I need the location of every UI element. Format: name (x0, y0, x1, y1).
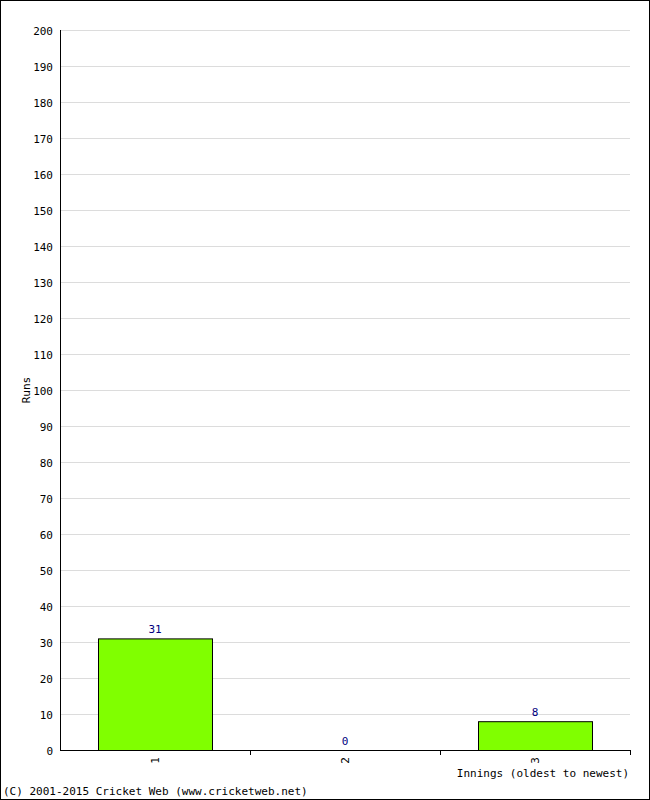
y-tick-label: 90 (40, 421, 53, 434)
frame (1, 1, 650, 800)
y-tick-label: 160 (33, 169, 53, 182)
grid-line (60, 606, 630, 607)
chart: 0102030405060708090100110120130140150160… (0, 0, 650, 800)
grid-line (60, 138, 630, 139)
y-tick-label: 0 (46, 745, 53, 758)
data-label: 31 (148, 623, 161, 636)
grid-line (60, 462, 630, 463)
y-tick-label: 180 (33, 97, 53, 110)
data-label: 8 (532, 706, 539, 719)
y-axis (60, 30, 61, 750)
y-tick-label: 170 (33, 133, 53, 146)
y-tick-label: 20 (40, 673, 53, 686)
y-tick-label: 10 (40, 709, 53, 722)
grid-line (60, 570, 630, 571)
grid-line (60, 390, 630, 391)
y-tick-label: 70 (40, 493, 53, 506)
y-tick-label: 110 (33, 349, 53, 362)
grid-line (60, 426, 630, 427)
grid-line (60, 354, 630, 355)
x-tick-label: 1 (149, 757, 162, 764)
grid-line (60, 750, 630, 751)
y-tick-label: 60 (40, 529, 53, 542)
data-label: 0 (342, 735, 349, 748)
grid-line (60, 210, 630, 211)
grid-line (60, 246, 630, 247)
category-separator (250, 750, 251, 755)
grid-line (60, 282, 630, 283)
grid-line (60, 534, 630, 535)
bar (479, 722, 593, 750)
grid-line (60, 102, 630, 103)
grid-line (60, 66, 630, 67)
category-separator (630, 750, 631, 755)
y-tick-label: 30 (40, 637, 53, 650)
x-axis-label: Innings (oldest to newest) (457, 767, 629, 780)
grid-line (60, 174, 630, 175)
grid-line (60, 498, 630, 499)
y-tick-label: 140 (33, 241, 53, 254)
y-tick-label: 200 (33, 25, 53, 38)
y-tick-label: 50 (40, 565, 53, 578)
y-tick-label: 80 (40, 457, 53, 470)
bar (99, 639, 213, 750)
annotation: (C) 2001-2015 Cricket Web (www.cricketwe… (3, 785, 308, 798)
y-tick-label: 130 (33, 277, 53, 290)
y-tick-label: 190 (33, 61, 53, 74)
y-tick-label: 120 (33, 313, 53, 326)
x-tick-label: 2 (339, 757, 352, 764)
y-tick-label: 40 (40, 601, 53, 614)
y-tick-label: 100 (33, 385, 53, 398)
category-separator (440, 750, 441, 755)
x-axis (60, 750, 630, 751)
y-tick-label: 150 (33, 205, 53, 218)
grid-line (60, 30, 630, 31)
x-tick-label: 3 (529, 757, 542, 764)
bars (99, 639, 593, 750)
grid-line (60, 318, 630, 319)
y-axis-label: Runs (20, 377, 33, 404)
